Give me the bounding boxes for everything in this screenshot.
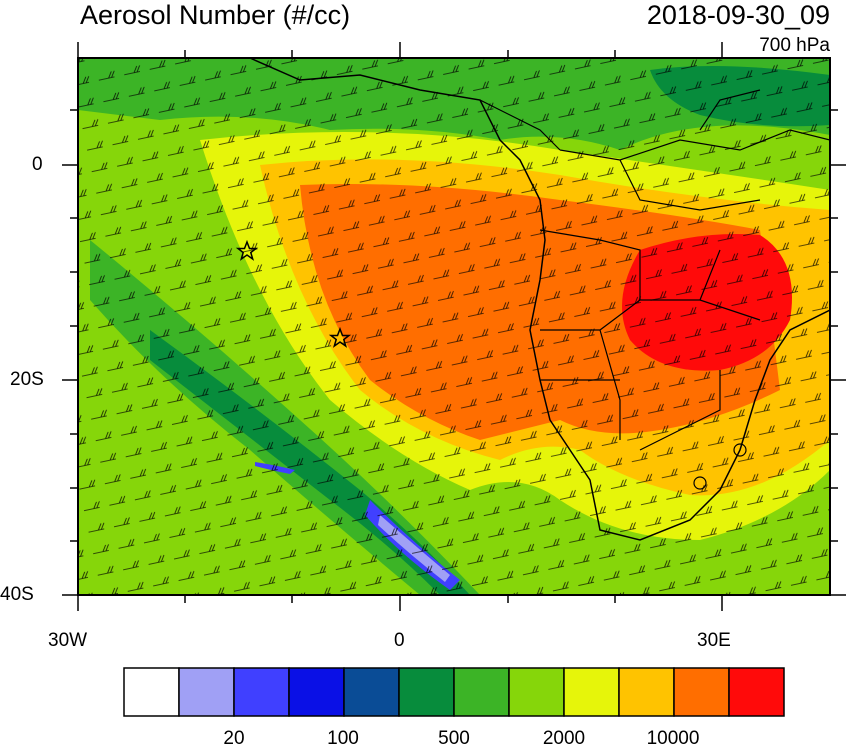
y-tick-label: 0 xyxy=(32,154,43,175)
colorbar-label: 2000 xyxy=(542,728,586,749)
colorbar xyxy=(123,667,785,717)
colorbar-label: 100 xyxy=(327,728,359,749)
colorbar-swatch xyxy=(398,667,455,717)
colorbar-swatch xyxy=(233,667,290,717)
colorbar-label: 500 xyxy=(438,728,470,749)
colorbar-swatch xyxy=(288,667,345,717)
x-tick-label: 30W xyxy=(48,630,88,651)
pressure-level: 700 hPa xyxy=(759,35,830,56)
aerosol-field xyxy=(78,58,830,595)
star-marker xyxy=(235,239,259,261)
star-marker xyxy=(328,326,352,348)
axis-ticks xyxy=(62,42,846,611)
colorbar-label: 20 xyxy=(223,728,245,749)
colorbar-swatch xyxy=(728,667,785,717)
colorbar-swatch xyxy=(618,667,675,717)
colorbar-swatch xyxy=(508,667,565,717)
colorbar-swatch xyxy=(563,667,620,717)
x-tick-label: 30E xyxy=(697,630,731,651)
x-tick-label: 0 xyxy=(394,630,405,651)
colorbar-swatch xyxy=(453,667,510,717)
colorbar-swatch xyxy=(123,667,180,717)
y-tick-label: 40S xyxy=(0,584,34,605)
timestamp: 2018-09-30_09 xyxy=(646,0,830,30)
map-title: Aerosol Number (#/cc) xyxy=(80,0,351,30)
colorbar-swatch xyxy=(673,667,730,717)
colorbar-label: 10000 xyxy=(646,728,700,749)
y-tick-label: 20S xyxy=(10,369,44,390)
colorbar-swatch xyxy=(343,667,400,717)
colorbar-swatch xyxy=(178,667,235,717)
